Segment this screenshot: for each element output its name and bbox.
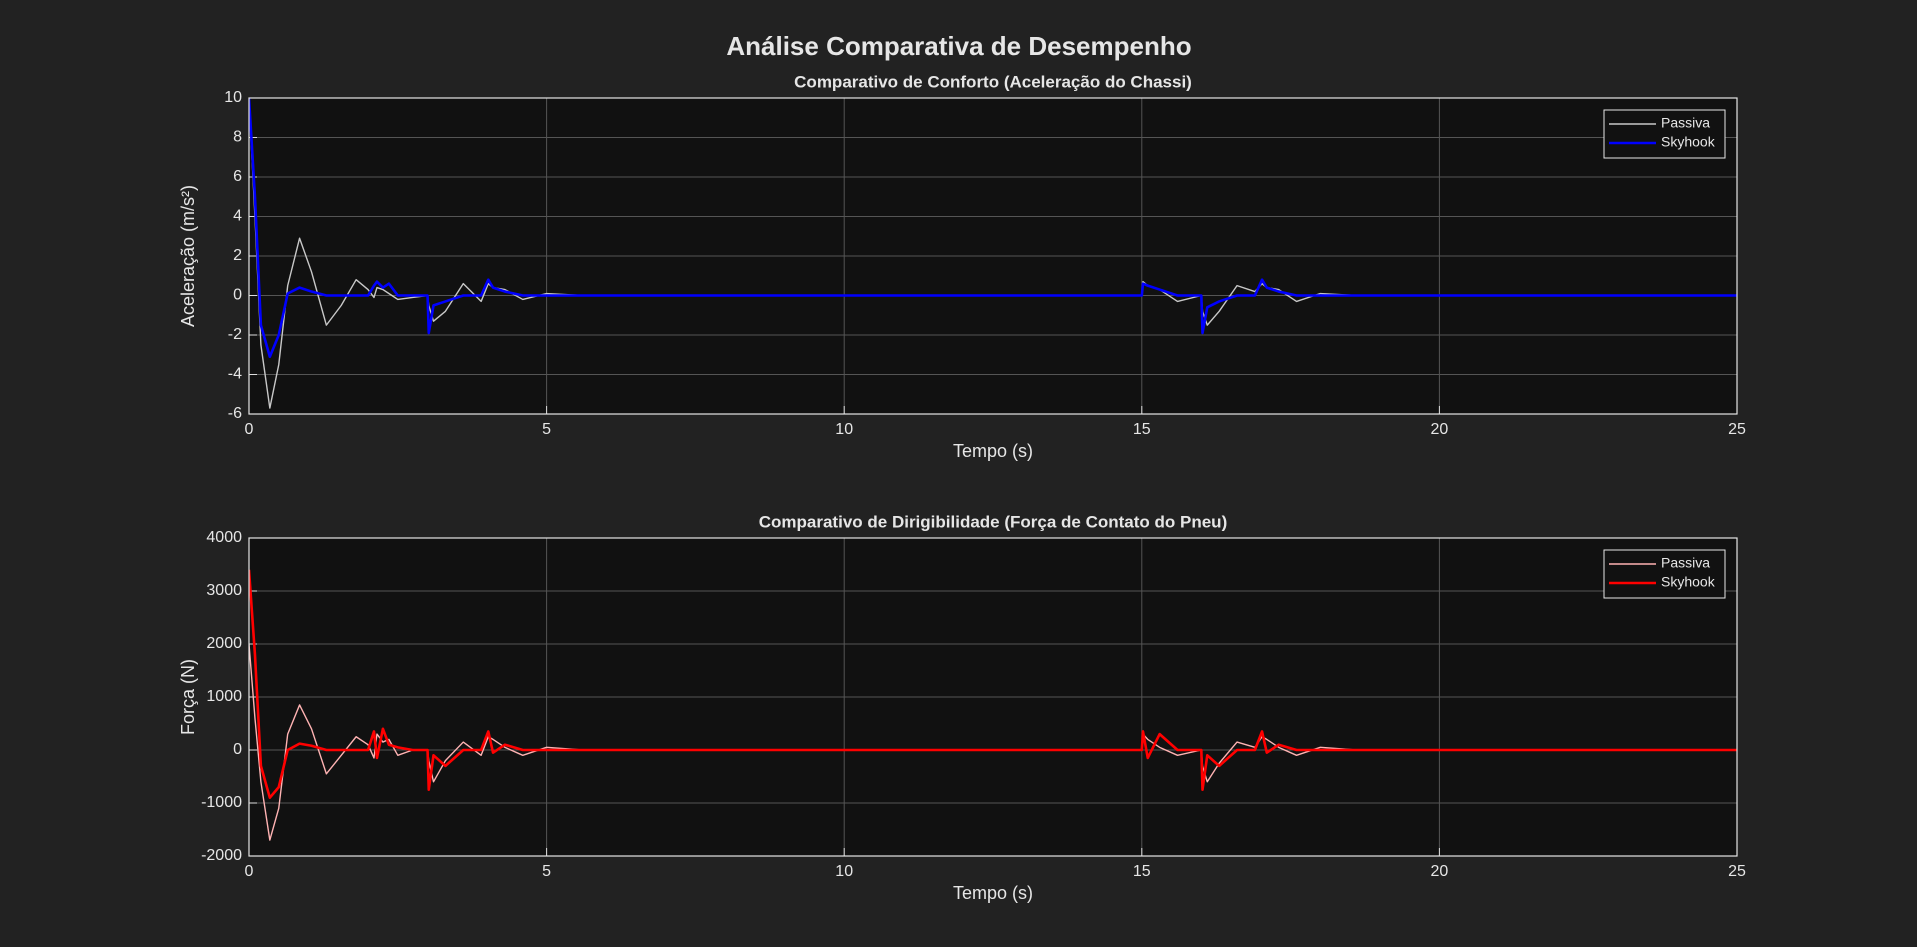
- y-tick-label: 6: [233, 168, 242, 185]
- x-axis-label: Tempo (s): [953, 441, 1033, 461]
- y-tick-label: 0: [233, 741, 242, 758]
- y-tick-label: -2000: [201, 847, 242, 864]
- legend-box: [1603, 549, 1726, 599]
- y-tick-label: 3000: [206, 582, 242, 599]
- legend-box: [1603, 109, 1726, 159]
- series-line: [249, 569, 1737, 799]
- x-tick-label: 15: [1133, 863, 1151, 880]
- legend-label: Skyhook: [1661, 574, 1716, 590]
- y-tick-label: 2: [233, 247, 242, 264]
- legend-label: Skyhook: [1661, 134, 1716, 150]
- x-tick-label: 15: [1133, 421, 1151, 438]
- x-tick-label: 5: [542, 863, 551, 880]
- x-tick-label: 0: [245, 863, 254, 880]
- x-tick-label: 25: [1728, 421, 1746, 438]
- series-line: [249, 643, 1737, 841]
- y-tick-label: -6: [228, 405, 242, 422]
- x-tick-label: 20: [1431, 863, 1449, 880]
- y-tick-label: 4000: [206, 529, 242, 546]
- y-axis-label: Força (N): [178, 659, 198, 735]
- x-tick-label: 10: [835, 863, 853, 880]
- y-tick-label: 2000: [206, 635, 242, 652]
- axes-frame: [248, 537, 1738, 857]
- y-tick-label: 4: [233, 208, 242, 225]
- y-axis-label: Aceleração (m/s²): [178, 185, 198, 327]
- x-tick-label: 20: [1431, 421, 1449, 438]
- y-tick-label: -2: [228, 326, 242, 343]
- y-tick-label: -1000: [201, 794, 242, 811]
- y-tick-label: 10: [224, 89, 242, 106]
- legend-label: Passiva: [1661, 115, 1710, 131]
- legend-label: Passiva: [1661, 555, 1710, 571]
- chart-title: Comparativo de Dirigibilidade (Força de …: [759, 512, 1227, 531]
- x-axis-label: Tempo (s): [953, 883, 1033, 903]
- x-tick-label: 25: [1728, 863, 1746, 880]
- x-tick-label: 0: [245, 421, 254, 438]
- series-line: [249, 98, 1737, 409]
- y-tick-label: 1000: [206, 688, 242, 705]
- figure-title: Análise Comparativa de Desempenho: [726, 31, 1191, 61]
- axes-frame: [248, 97, 1738, 415]
- series-line: [249, 98, 1737, 359]
- x-tick-label: 5: [542, 421, 551, 438]
- y-tick-label: 8: [233, 129, 242, 146]
- chart-title: Comparativo de Conforto (Aceleração do C…: [794, 72, 1192, 91]
- y-tick-label: -4: [228, 366, 242, 383]
- y-tick-label: 0: [233, 287, 242, 304]
- x-tick-label: 10: [835, 421, 853, 438]
